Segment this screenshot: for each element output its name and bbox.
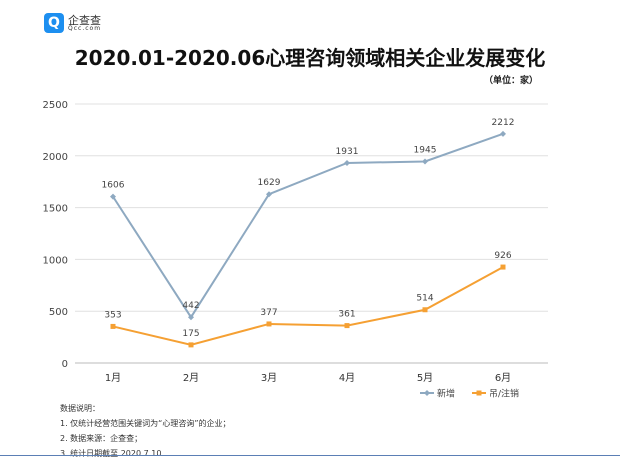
x-tick-label: 3月: [261, 372, 277, 384]
data-point: [110, 323, 116, 329]
legend-label: 新增: [437, 388, 455, 400]
data-label: 353: [104, 310, 121, 320]
data-label: 2212: [492, 118, 515, 128]
note-line: 1. 仅统计经营范围关键词为“心理咨询”的企业；: [60, 419, 231, 428]
x-tick-label: 5月: [417, 372, 433, 384]
logo-name: 企查查: [68, 13, 101, 27]
data-point: [188, 342, 194, 348]
data-label: 361: [338, 310, 355, 320]
data-label: 1629: [258, 178, 281, 188]
x-tick-label: 6月: [495, 372, 511, 384]
logo-icon: Q: [44, 13, 64, 33]
data-point: [266, 321, 272, 327]
data-point: [422, 158, 428, 165]
legend-label: 吊/注销: [489, 388, 519, 400]
y-tick-label: 2000: [43, 152, 68, 163]
series-line-吊/注销: [112, 266, 504, 346]
chart-title: 2020.01-2020.06心理咨询领域相关企业发展变化: [74, 46, 546, 70]
data-point: [344, 159, 350, 166]
data-label: 1931: [336, 147, 359, 157]
x-tick-label: 4月: [339, 372, 355, 384]
logo-url: Qcc.com: [68, 24, 102, 32]
note-line: 数据说明：: [60, 404, 100, 413]
y-tick-label: 2500: [43, 100, 68, 111]
x-tick-label: 2月: [183, 372, 199, 384]
data-point: [500, 130, 506, 137]
data-label: 1945: [414, 145, 437, 155]
y-tick-label: 1000: [43, 255, 68, 266]
legend-marker: [476, 390, 482, 396]
data-point: [266, 191, 272, 198]
notes: 数据说明： 1. 仅统计经营范围关键词为“心理咨询”的企业； 2. 数据来源：企…: [60, 401, 230, 461]
data-point: [188, 314, 194, 321]
series-line-新增: [112, 132, 504, 320]
y-tick-label: 0: [62, 359, 68, 370]
data-label: 377: [260, 308, 277, 318]
logo: Q 企查查 Qcc.com: [44, 13, 101, 33]
data-label: 1606: [102, 181, 125, 191]
unit-label: （单位：家）: [483, 76, 538, 86]
data-label: 926: [494, 251, 511, 261]
y-tick-label: 500: [49, 307, 68, 318]
divider: [0, 455, 620, 456]
legend-marker: [424, 390, 430, 396]
data-point: [422, 307, 428, 313]
x-tick-label: 1月: [105, 372, 121, 384]
data-label: 514: [416, 294, 433, 304]
data-label: 442: [182, 301, 199, 311]
data-point: [344, 323, 350, 329]
note-line: 2. 数据来源：企查查；: [60, 434, 143, 443]
note-line: 3. 统计日期截至 2020.7.10: [60, 449, 162, 458]
y-tick-label: 1500: [43, 204, 68, 215]
data-point: [110, 193, 116, 200]
data-point: [500, 264, 506, 270]
data-label: 175: [182, 329, 199, 339]
